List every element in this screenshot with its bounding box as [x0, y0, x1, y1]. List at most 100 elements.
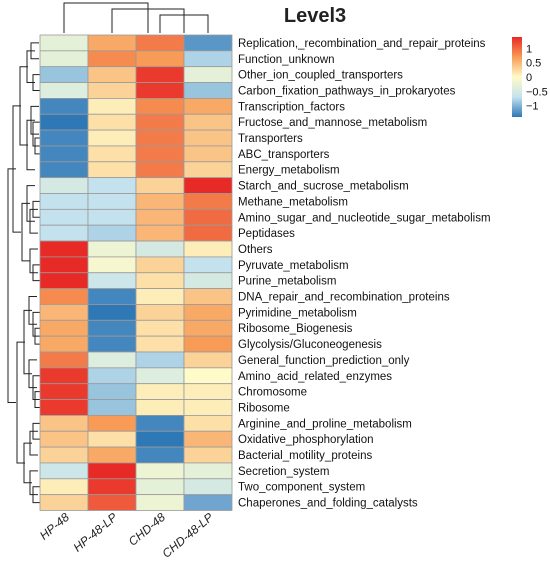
heatmap-cell [135, 367, 185, 385]
heatmap-cell [87, 193, 137, 210]
heatmap-cell [183, 319, 233, 337]
row-label: Amino_acid_related_enzymes [238, 371, 392, 383]
row-label: Purine_metabolism [238, 276, 336, 288]
heatmap-cell [39, 351, 89, 369]
heatmap-cell [39, 66, 89, 83]
heatmap-cell [39, 193, 89, 210]
heatmap-cell [183, 177, 233, 194]
heatmap-cell [87, 129, 137, 147]
heatmap-cell [135, 446, 185, 464]
color-legend: 1 0.5 0 −0.5 −1 [512, 37, 548, 117]
heatmap-cell [183, 145, 233, 163]
heatmap-cell [87, 383, 137, 400]
heatmap-cell [87, 494, 137, 511]
heatmap-cell [87, 367, 137, 385]
heatmap-cell [183, 129, 233, 147]
heatmap-cell [135, 335, 185, 353]
heatmap-cell [183, 383, 233, 400]
heatmap-cell [39, 399, 89, 416]
heatmap-cell [135, 272, 185, 290]
chart-title: Level3 [284, 5, 346, 27]
heatmap-cell [135, 304, 185, 321]
row-label: Transporters [238, 133, 303, 145]
heatmap-cell [87, 462, 137, 480]
row-dendrogram-branch [16, 341, 25, 464]
row-label: Two_component_system [238, 482, 365, 494]
row-label: Peptidases [238, 228, 295, 240]
row-label: ABC_transporters [238, 149, 330, 161]
heatmap-cell [183, 414, 233, 432]
row-dendrogram-branch [23, 309, 32, 375]
heatmap-cell [87, 50, 137, 68]
column-label: CHD-48-LP [159, 510, 216, 561]
heatmap-cell [39, 478, 89, 496]
heatmap-cell [87, 145, 137, 163]
heatmap-cell [183, 34, 233, 52]
row-label: Transcription_factors [238, 101, 345, 113]
row-label: Fructose_and_mannose_metabolism [238, 117, 427, 129]
row-dendrogram-branch [21, 202, 30, 262]
heatmap-cell [183, 430, 233, 448]
heatmap-cell [135, 494, 185, 511]
heatmap-cell [183, 367, 233, 385]
heatmap-cell [183, 478, 233, 496]
heatmap-cell [183, 66, 233, 83]
heatmap-cell [39, 82, 89, 99]
heatmap-cell [135, 478, 185, 496]
heatmap-cell [183, 494, 233, 511]
heatmap-cell [87, 399, 137, 416]
heatmap-cell [135, 145, 185, 163]
row-label: Bacterial_motility_proteins [238, 450, 372, 462]
heatmap-cell [135, 240, 185, 258]
heatmap-cell [87, 240, 137, 258]
heatmap-cell [87, 208, 137, 226]
heatmap-cell [39, 304, 89, 321]
heatmap-cell [87, 319, 137, 337]
row-label: Chaperones_and_folding_catalysts [238, 498, 418, 510]
heatmap-cell [183, 113, 233, 131]
heatmap-cell [183, 240, 233, 258]
heatmap-cell [87, 351, 137, 369]
heatmap-cell [87, 304, 137, 321]
row-label: Pyruvate_metabolism [238, 260, 349, 272]
heatmap-cell [39, 335, 89, 353]
heatmap-cell [87, 478, 137, 496]
heatmap-cell [39, 256, 89, 274]
heatmap-cell [135, 414, 185, 432]
heatmap-cell [135, 34, 185, 52]
heatmap-cell [135, 208, 185, 226]
row-dendrogram-branch [29, 248, 38, 274]
heatmap-cell [87, 224, 137, 242]
heatmap-cell [39, 288, 89, 305]
heatmap-cell [39, 383, 89, 400]
legend-tick-label: 0 [526, 72, 532, 84]
heatmap-cell [183, 399, 233, 416]
heatmap-cell [135, 399, 185, 416]
column-dendrogram [63, 2, 209, 33]
heatmap-cell [39, 224, 89, 242]
heatmap-cell [183, 288, 233, 305]
row-label: Arginine_and_proline_metabolism [238, 418, 412, 430]
column-label: CHD-48 [126, 510, 168, 549]
row-label: Energy_metabolism [238, 165, 340, 177]
heatmap-cell [87, 414, 137, 432]
row-dendrogram-branch [7, 168, 16, 404]
legend-tick-label: 0.5 [526, 58, 541, 70]
row-label: Other_ion_coupled_transporters [238, 70, 403, 82]
row-label: Amino_sugar_and_nucleotide_sugar_metabol… [238, 212, 491, 224]
row-labels: Replication,_recombination_and_repair_pr… [238, 38, 491, 510]
heatmap-cell [87, 272, 137, 290]
row-label: DNA_repair_and_recombination_proteins [238, 292, 450, 304]
heatmap-cell [183, 335, 233, 353]
heatmap-cells [39, 34, 233, 511]
column-label: HP-48-LP [71, 510, 120, 555]
heatmap-cell [135, 288, 185, 305]
heatmap-cell [39, 494, 89, 511]
heatmap-cell [39, 446, 89, 464]
heatmap-cell [135, 224, 185, 242]
heatmap-cell [183, 193, 233, 210]
heatmap-cell [87, 113, 137, 131]
row-dendrogram [7, 42, 43, 504]
heatmap-cell [39, 367, 89, 385]
heatmap-cell [39, 319, 89, 337]
